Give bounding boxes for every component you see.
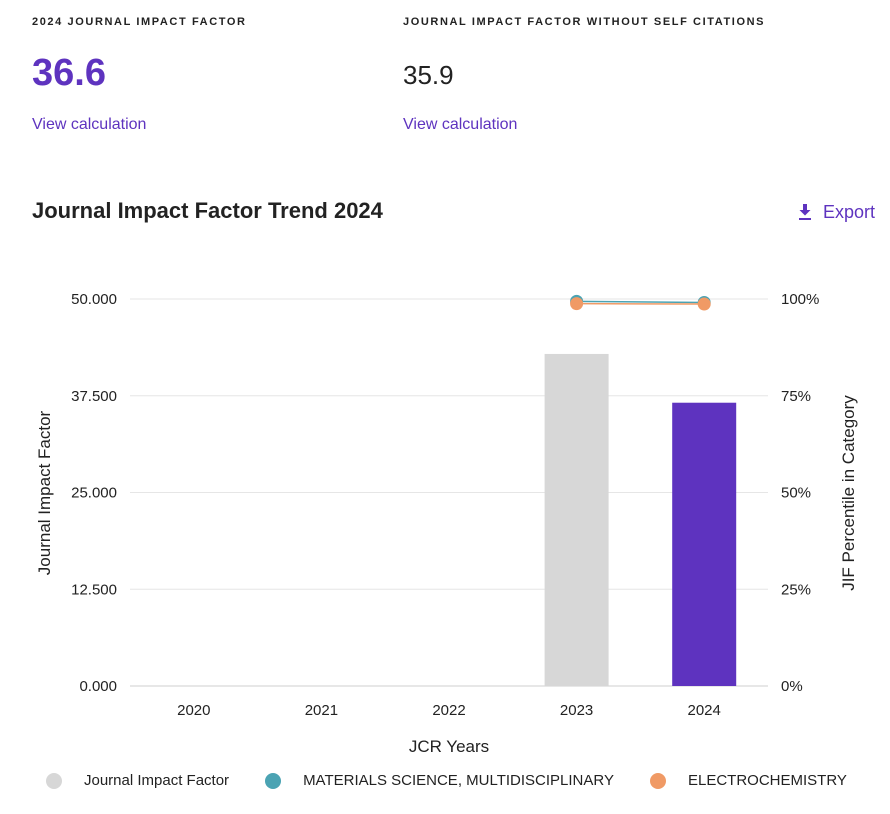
y2-tick-label: 50%: [781, 485, 811, 502]
y-tick-label: 25.000: [71, 485, 117, 502]
y2-axis-ticks: 0% 25% 50% 75% 100%: [781, 291, 819, 695]
y-tick-label: 37.500: [71, 388, 117, 405]
jif-view-calculation-link[interactable]: View calculation: [32, 116, 147, 133]
x-axis-ticks: 2020 2021 2022 2023 2024: [177, 702, 721, 719]
legend-swatch: [265, 772, 282, 789]
x-tick-label: 2023: [560, 702, 593, 719]
y-axis-ticks: 0.000 12.500 25.000 37.500 50.000: [71, 291, 117, 695]
x-tick-label: 2022: [432, 702, 465, 719]
export-button[interactable]: Export: [797, 200, 875, 224]
legend-swatch: [46, 772, 62, 789]
y-tick-label: 12.500: [71, 581, 117, 598]
y2-axis-label: JIF Percentile in Category: [839, 395, 858, 591]
export-label: Export: [823, 201, 876, 222]
series-line-0: [576, 300, 705, 304]
jif-no-self-value: 35.9: [403, 60, 454, 90]
chart-section-title: Journal Impact Factor Trend 2024: [32, 198, 383, 223]
bar-2024[interactable]: [672, 402, 737, 686]
y-tick-label: 50.000: [71, 291, 117, 308]
grid-lines: [130, 298, 768, 687]
legend-item[interactable]: Journal Impact Factor: [46, 772, 229, 789]
legend-item[interactable]: ELECTROCHEMISTRY: [649, 772, 847, 789]
y2-tick-label: 100%: [781, 291, 819, 308]
download-icon: [797, 203, 813, 221]
bar-2023[interactable]: [544, 353, 609, 686]
legend-swatch: [649, 772, 666, 789]
legend-label: Journal Impact Factor: [84, 772, 230, 789]
y-axis-label: Journal Impact Factor: [35, 410, 54, 575]
legend-label: MATERIALS SCIENCE, MULTIDISCIPLINARY: [303, 772, 614, 789]
y2-tick-label: 25%: [781, 581, 811, 598]
jif-value: 36.6: [32, 52, 106, 94]
legend-label: ELECTROCHEMISTRY: [687, 772, 847, 789]
x-tick-label: 2020: [177, 702, 210, 719]
series-1-point[interactable]: [697, 297, 711, 311]
y2-tick-label: 75%: [781, 388, 811, 405]
y2-tick-label: 0%: [781, 678, 803, 695]
x-axis-label: JCR Years: [409, 737, 489, 756]
bars: [544, 353, 737, 686]
y-tick-label: 0.000: [79, 678, 117, 695]
jif-label: 2024 JOURNAL IMPACT FACTOR: [32, 16, 247, 28]
percentile-lines: [570, 294, 711, 311]
x-tick-label: 2024: [688, 702, 721, 719]
x-tick-label: 2021: [305, 702, 338, 719]
chart-legend: Journal Impact Factor MATERIALS SCIENCE, …: [46, 772, 883, 789]
jif-no-self-view-calculation-link[interactable]: View calculation: [403, 116, 518, 133]
series-1-point[interactable]: [570, 297, 584, 311]
legend-item[interactable]: MATERIALS SCIENCE, MULTIDISCIPLINARY: [265, 772, 614, 789]
jif-no-self-label: JOURNAL IMPACT FACTOR WITHOUT SELF CITAT…: [403, 16, 766, 28]
